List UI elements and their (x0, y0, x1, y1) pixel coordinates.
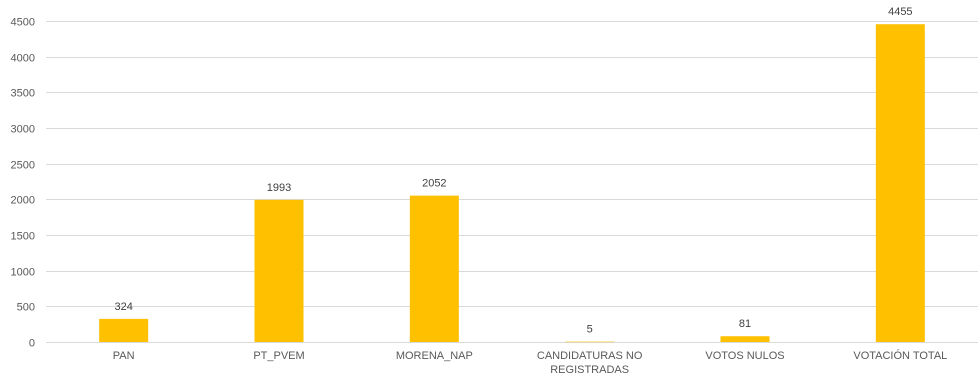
category-label-6: VOTACIÓN TOTAL (853, 349, 947, 362)
y-tick-label-2000: 2000 (11, 195, 35, 207)
y-tick-label-4000: 4000 (11, 53, 35, 65)
y-tick-label-2500: 2500 (11, 160, 35, 172)
data-labels: 324 1993 2052 5 81 4455 (114, 6, 912, 335)
category-label-4: CANDIDATURAS NO REGISTRADAS (537, 350, 643, 374)
data-label-4: 5 (587, 324, 593, 336)
category-label-5: VOTOS NULOS (705, 350, 784, 362)
category-label-line-3-1: MORENA_NAP (396, 350, 473, 362)
data-label-5: 81 (739, 318, 751, 330)
bar-2 (254, 199, 304, 342)
category-label-line-2-1: PT_PVEM (253, 350, 304, 362)
category-label-line-4-1: CANDIDATURAS NO (537, 350, 643, 362)
bar-1 (99, 318, 149, 342)
y-tick-label-0: 0 (29, 338, 35, 350)
category-label-line-5-1: VOTOS NULOS (705, 350, 784, 362)
category-label-3: MORENA_NAP (396, 350, 473, 362)
y-tick-label-1500: 1500 (11, 231, 35, 243)
category-label-line-4-2: REGISTRADAS (550, 364, 629, 374)
data-label-1: 324 (114, 301, 132, 313)
y-tick-label-1000: 1000 (11, 267, 35, 279)
data-label-2: 1993 (267, 182, 291, 194)
bar-3 (409, 195, 459, 342)
category-label-2: PT_PVEM (253, 350, 304, 362)
data-label-3: 2052 (422, 178, 446, 190)
category-label-line-6-1: VOTACIÓN TOTAL (853, 349, 947, 362)
gridlines (46, 21, 978, 343)
bars (99, 24, 925, 343)
bar-6 (875, 24, 925, 343)
y-tick-label-3500: 3500 (11, 88, 35, 100)
x-axis-category-labels: PAN PT_PVEM MORENA_NAP CANDIDATURAS NO REGIS… (113, 349, 948, 374)
category-label-1: PAN (113, 350, 135, 362)
y-tick-label-3000: 3000 (11, 124, 35, 136)
y-axis-tick-labels: 0 500 1000 1500 2000 2500 3000 3500 4000 4500 (11, 17, 35, 350)
bar-5 (720, 336, 770, 342)
data-label-6: 4455 (888, 6, 912, 18)
y-tick-label-4500: 4500 (11, 17, 35, 29)
category-label-line-1-1: PAN (113, 350, 135, 362)
bar-4 (565, 341, 615, 343)
y-tick-label-500: 500 (17, 302, 35, 314)
